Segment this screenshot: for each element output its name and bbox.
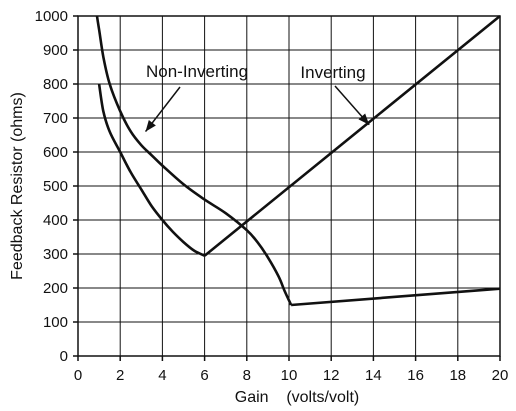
annotation-arrowhead — [145, 120, 156, 132]
x-tick-label: 18 — [449, 367, 466, 384]
y-tick-label: 0 — [60, 348, 68, 365]
x-tick-label: 0 — [74, 367, 82, 384]
annotation-label: Inverting — [300, 63, 365, 82]
x-tick-label: 6 — [200, 367, 208, 384]
series-line-inverting-lower-branch — [97, 83, 206, 257]
y-tick-label: 900 — [43, 42, 68, 59]
ticks: 0 2 4 6 8 10 12 14 16 18 2001002003004005006007008… — [35, 8, 509, 384]
annotation-arrowhead — [358, 113, 370, 125]
x-tick-label: 14 — [365, 367, 382, 384]
series-line-non-inverting-tail — [290, 287, 501, 307]
y-tick-label: 800 — [43, 76, 68, 93]
annotations: Non-Inverting Inverting — [144, 62, 370, 133]
x-tick-label: 16 — [407, 367, 424, 384]
y-tick-label: 1000 — [35, 8, 68, 25]
y-tick-label: 700 — [43, 110, 68, 127]
x-tick-label: 12 — [323, 367, 340, 384]
annotation-label: Non-Inverting — [146, 62, 248, 81]
x-tick-label: 20 — [492, 367, 509, 384]
x-tick-label: 10 — [281, 367, 298, 384]
y-tick-label: 400 — [43, 212, 68, 229]
x-tick-label: 4 — [158, 367, 166, 384]
y-tick-label: 200 — [43, 280, 68, 297]
series-line-non-inverting-upper — [95, 15, 293, 306]
y-axis-label: Feedback Resistor (ohms) — [9, 92, 26, 280]
x-tick-label: 8 — [243, 367, 251, 384]
x-axis-label: Gain (volts/volt) — [235, 389, 359, 406]
x-tick-label: 2 — [116, 367, 124, 384]
y-tick-label: 600 — [43, 144, 68, 161]
y-tick-label: 100 — [43, 314, 68, 331]
y-tick-label: 300 — [43, 246, 68, 263]
series-line-inverting-rising — [203, 14, 501, 257]
series-group — [95, 14, 501, 307]
y-tick-label: 500 — [43, 178, 68, 195]
